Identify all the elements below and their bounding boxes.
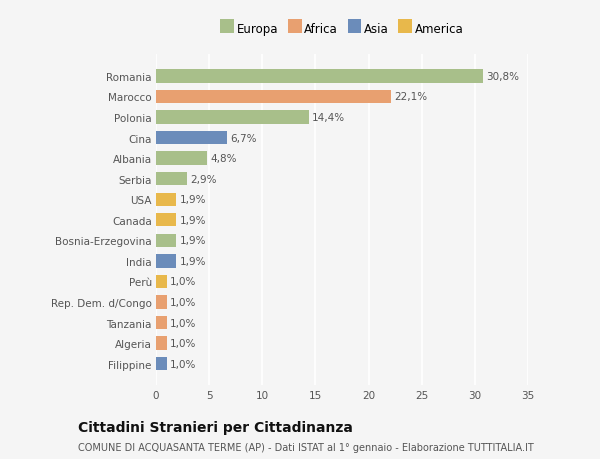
Text: 2,9%: 2,9% xyxy=(190,174,217,185)
Text: 30,8%: 30,8% xyxy=(487,72,520,82)
Bar xyxy=(156,193,176,207)
Text: 14,4%: 14,4% xyxy=(312,113,346,123)
Text: 1,0%: 1,0% xyxy=(170,277,196,287)
Text: 4,8%: 4,8% xyxy=(210,154,237,164)
Bar xyxy=(156,132,227,145)
Text: 1,9%: 1,9% xyxy=(179,215,206,225)
Bar xyxy=(156,213,176,227)
Bar xyxy=(156,234,176,247)
Text: 1,0%: 1,0% xyxy=(170,297,196,308)
Text: 6,7%: 6,7% xyxy=(230,133,257,143)
Text: 1,0%: 1,0% xyxy=(170,318,196,328)
Bar xyxy=(156,70,484,84)
Bar xyxy=(156,275,167,289)
Text: 1,9%: 1,9% xyxy=(179,256,206,266)
Bar xyxy=(156,173,187,186)
Text: 1,0%: 1,0% xyxy=(170,359,196,369)
Legend: Europa, Africa, Asia, America: Europa, Africa, Asia, America xyxy=(215,18,469,40)
Bar xyxy=(156,337,167,350)
Bar xyxy=(156,357,167,370)
Text: 22,1%: 22,1% xyxy=(394,92,427,102)
Text: 1,0%: 1,0% xyxy=(170,338,196,348)
Text: Cittadini Stranieri per Cittadinanza: Cittadini Stranieri per Cittadinanza xyxy=(78,420,353,434)
Bar xyxy=(156,255,176,268)
Text: 1,9%: 1,9% xyxy=(179,195,206,205)
Bar xyxy=(156,316,167,330)
Bar xyxy=(156,111,309,124)
Bar xyxy=(156,296,167,309)
Text: COMUNE DI ACQUASANTA TERME (AP) - Dati ISTAT al 1° gennaio - Elaborazione TUTTIT: COMUNE DI ACQUASANTA TERME (AP) - Dati I… xyxy=(78,442,534,452)
Text: 1,9%: 1,9% xyxy=(179,236,206,246)
Bar xyxy=(156,90,391,104)
Bar xyxy=(156,152,207,165)
